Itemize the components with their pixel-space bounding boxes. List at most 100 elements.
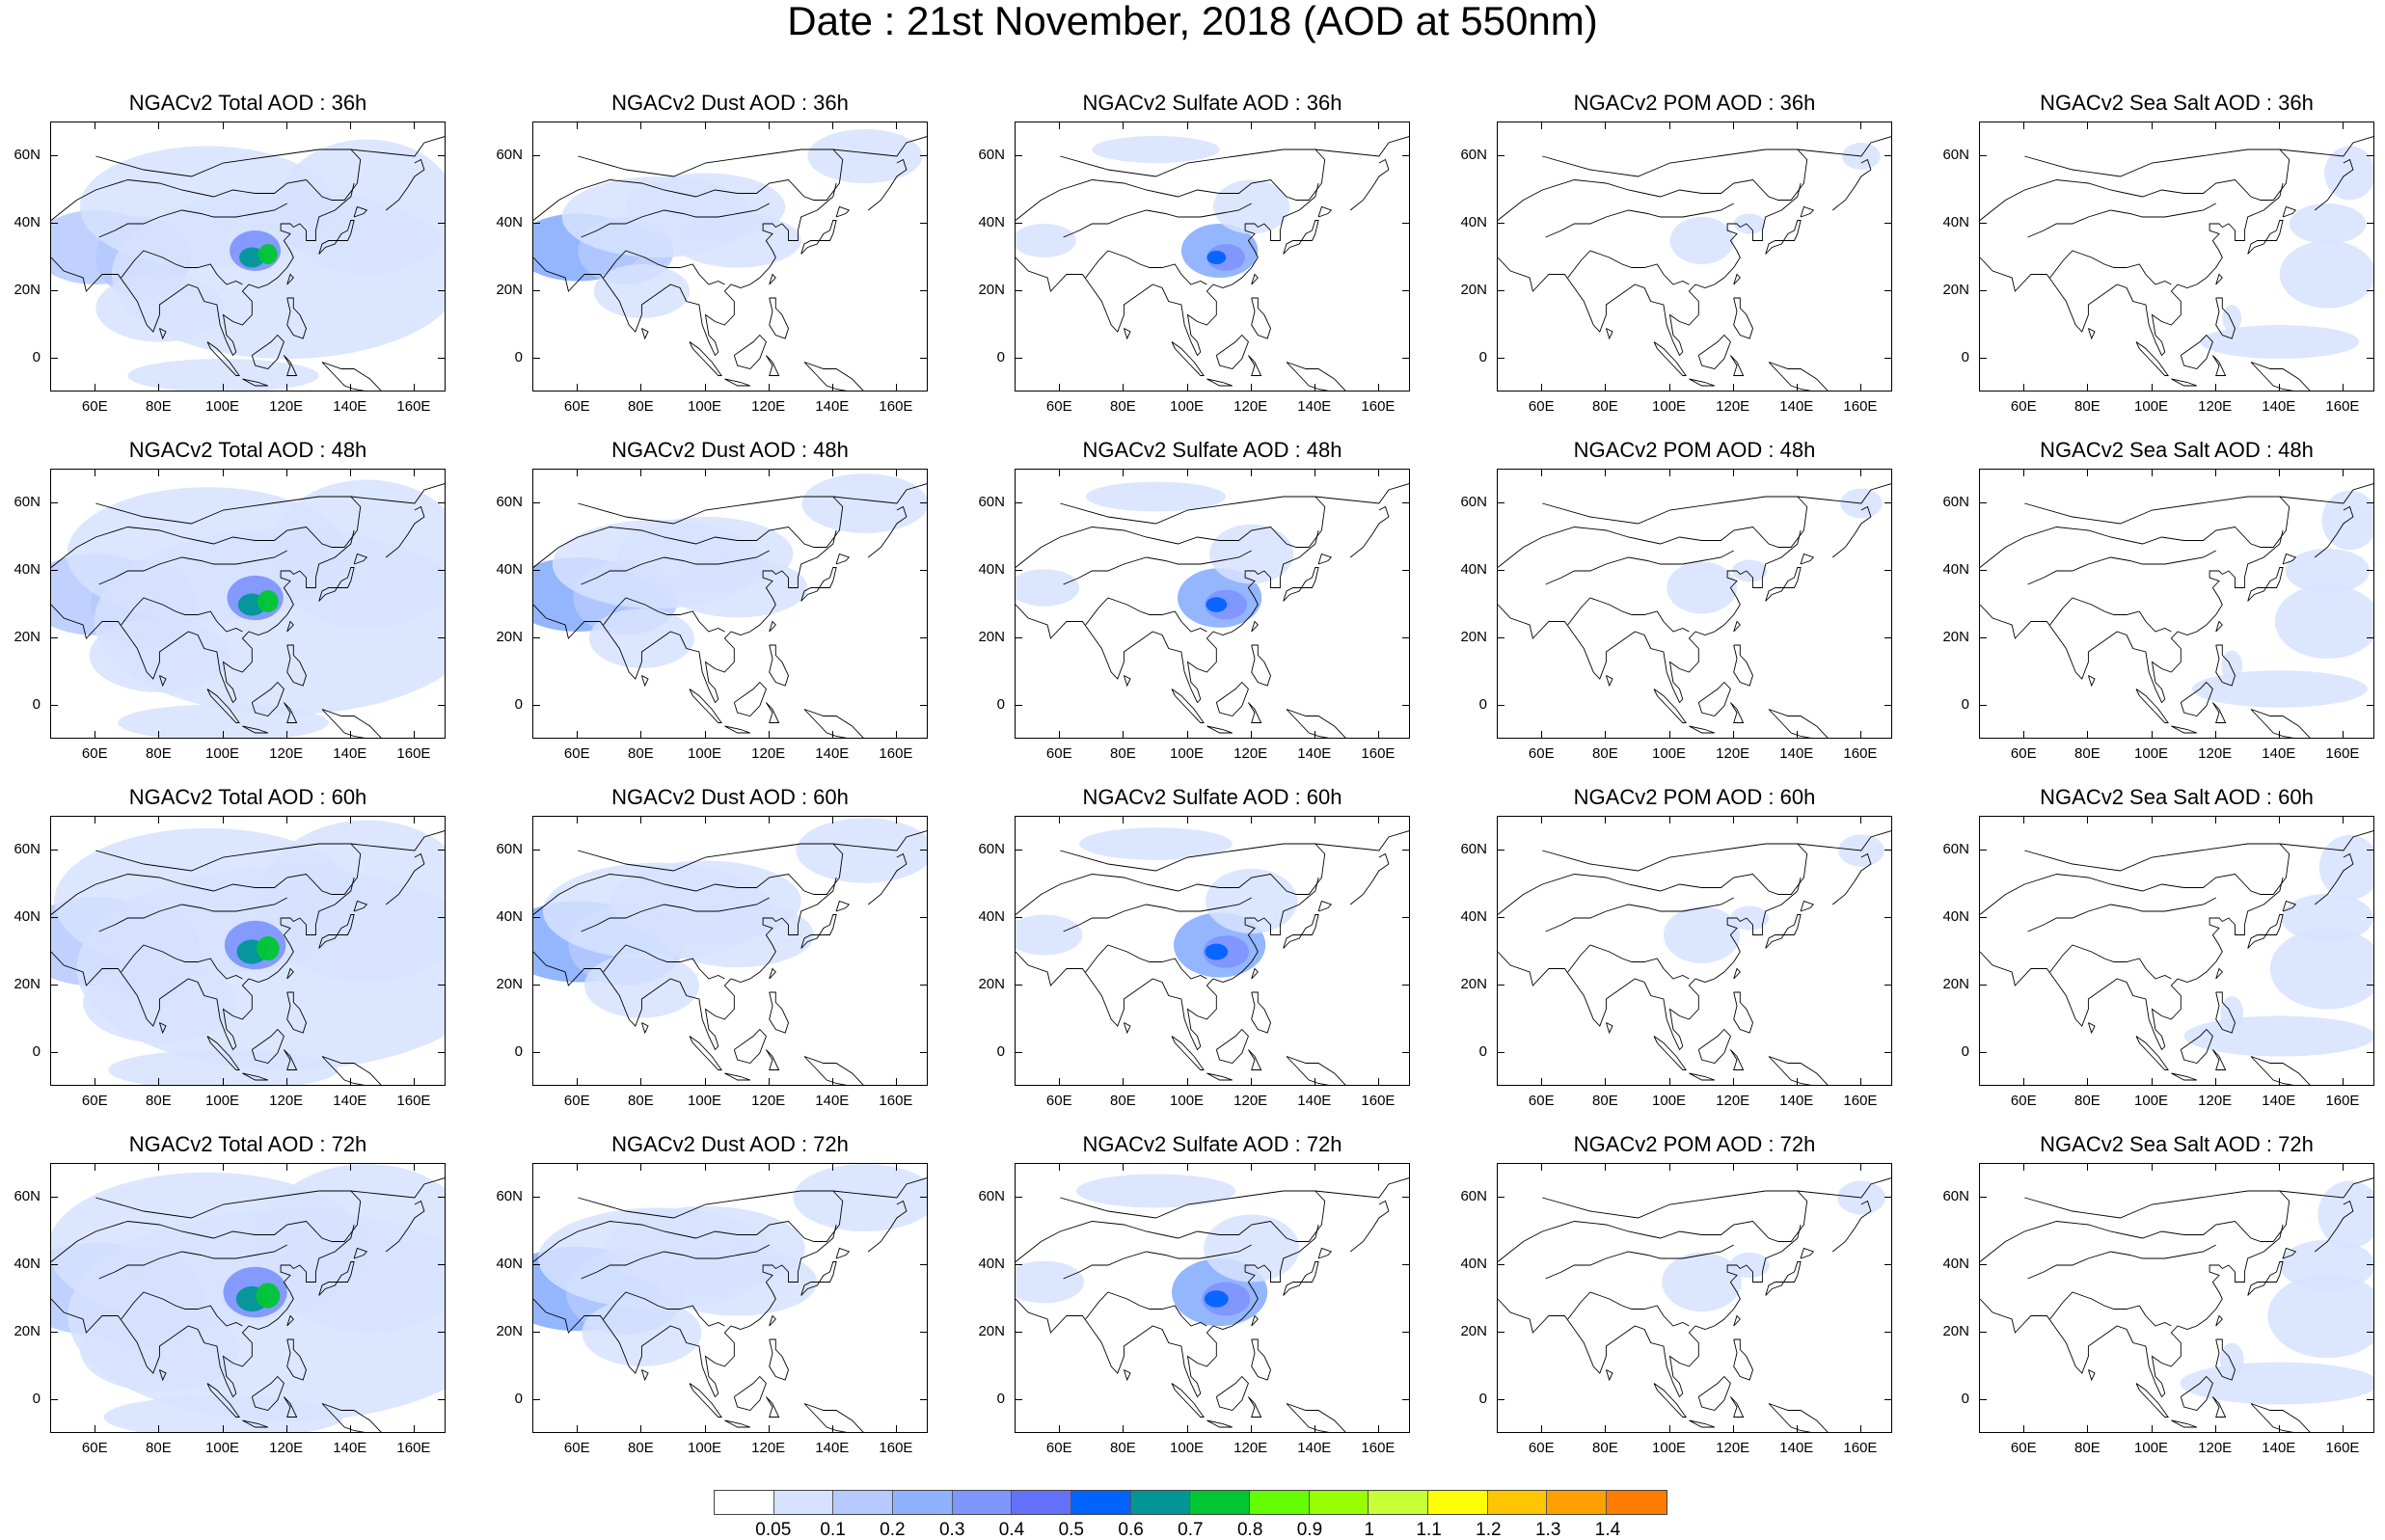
aod-plume [257, 244, 278, 264]
panel-title: NGACv2 POM AOD : 60h [1573, 785, 1816, 809]
x-tick [2278, 816, 2280, 824]
coastline [766, 355, 780, 376]
x-tick-label: 80E [628, 1093, 654, 1109]
x-tick-label: 160E [879, 745, 913, 762]
y-tick-label: 0 [1478, 1391, 1487, 1407]
y-tick [1402, 850, 1410, 851]
coastline [2247, 914, 2284, 949]
y-tick-label: 0 [1478, 1043, 1487, 1060]
coastline [1016, 877, 1319, 1051]
y-tick [2367, 985, 2374, 986]
coastline [1248, 1396, 1262, 1418]
x-tick-label: 60E [1528, 1093, 1555, 1109]
x-tick-label: 80E [2074, 398, 2100, 415]
y-tick [920, 850, 928, 851]
panel-title: NGACv2 Dust AOD : 60h [611, 785, 849, 809]
colorbar-label: 0.4 [998, 1520, 1025, 1540]
x-tick [1605, 1425, 1607, 1433]
coastline [98, 203, 287, 238]
aod-plume [583, 953, 699, 1018]
x-tick [1732, 384, 1734, 392]
x-tick [768, 816, 770, 824]
x-tick-label: 120E [269, 1440, 304, 1456]
coastline [803, 1403, 864, 1432]
map-panel [1015, 1163, 1410, 1433]
x-tick [1314, 384, 1315, 392]
coastline [98, 1244, 287, 1280]
y-tick [1402, 358, 1410, 359]
x-tick [413, 384, 415, 392]
panel-title: NGACv2 POM AOD : 36h [1573, 91, 1816, 115]
x-tick [1186, 1425, 1188, 1433]
coastline [2180, 334, 2213, 370]
x-tick [1377, 384, 1379, 392]
coastline [1697, 1375, 1731, 1412]
coastline [242, 1419, 268, 1428]
coastline [158, 1369, 167, 1382]
coastline [533, 483, 927, 568]
y-tick [920, 985, 928, 986]
y-tick [1979, 705, 1987, 706]
y-tick-label: 40N [14, 1256, 41, 1272]
coastline [1171, 1383, 1205, 1418]
x-tick [1796, 469, 1798, 476]
y-tick [50, 570, 58, 571]
y-tick [2367, 637, 2374, 638]
y-tick-label: 60N [496, 147, 523, 163]
coastline [835, 1247, 851, 1259]
x-tick-label: 60E [1528, 398, 1555, 415]
coastline [1980, 830, 2373, 915]
x-tick [1186, 731, 1188, 739]
coastline [603, 1291, 725, 1327]
colorbar-swatch [715, 1491, 774, 1514]
panel-title: NGACv2 Dust AOD : 72h [611, 1132, 849, 1156]
x-tick [1859, 469, 1861, 476]
y-tick [1402, 290, 1410, 291]
coastline [803, 362, 864, 391]
coastline [1980, 1224, 2284, 1398]
x-tick-label: 60E [2010, 1440, 2037, 1456]
y-tick-label: 20N [496, 1323, 523, 1339]
y-tick [920, 358, 928, 359]
coastline [242, 378, 268, 387]
y-tick [438, 1197, 446, 1198]
coastline [158, 328, 167, 340]
aod-plume [1663, 906, 1741, 963]
coastline [1016, 1177, 1409, 1262]
y-tick [532, 1332, 540, 1333]
x-tick [285, 469, 287, 476]
x-tick-label: 60E [563, 745, 590, 762]
y-tick-label: 40N [978, 1256, 1005, 1272]
aod-plume [257, 589, 279, 613]
x-tick [2023, 1425, 2025, 1433]
y-tick [1884, 502, 1892, 503]
aod-plume [2191, 670, 2368, 708]
y-tick-label: 40N [1942, 1256, 1969, 1272]
aod-plume [1209, 524, 1294, 584]
colorbar [714, 1490, 1667, 1515]
aod-plume [2285, 548, 2371, 594]
coastline [1542, 843, 1798, 872]
coastline [769, 273, 776, 285]
x-tick [1605, 816, 1607, 824]
x-tick [1605, 1078, 1607, 1086]
coastline [1498, 830, 1891, 915]
x-tick-label: 80E [146, 398, 172, 415]
coastline [2250, 362, 2311, 391]
y-tick-label: 20N [1942, 282, 1969, 298]
x-tick [2087, 1078, 2089, 1086]
y-tick-label: 0 [514, 696, 523, 713]
x-tick [704, 384, 706, 392]
x-tick [1668, 1078, 1670, 1086]
coastline [2250, 1056, 2311, 1085]
coastline [385, 505, 425, 558]
coastline [206, 1036, 240, 1070]
x-tick-label: 140E [815, 1093, 850, 1109]
x-tick-label: 140E [1779, 745, 1814, 762]
coastline [2314, 852, 2354, 905]
y-tick [920, 917, 928, 918]
colorbar-swatch [1607, 1491, 1667, 1514]
y-tick [1497, 637, 1504, 638]
aod-map [51, 479, 445, 738]
coastline [1317, 900, 1333, 912]
